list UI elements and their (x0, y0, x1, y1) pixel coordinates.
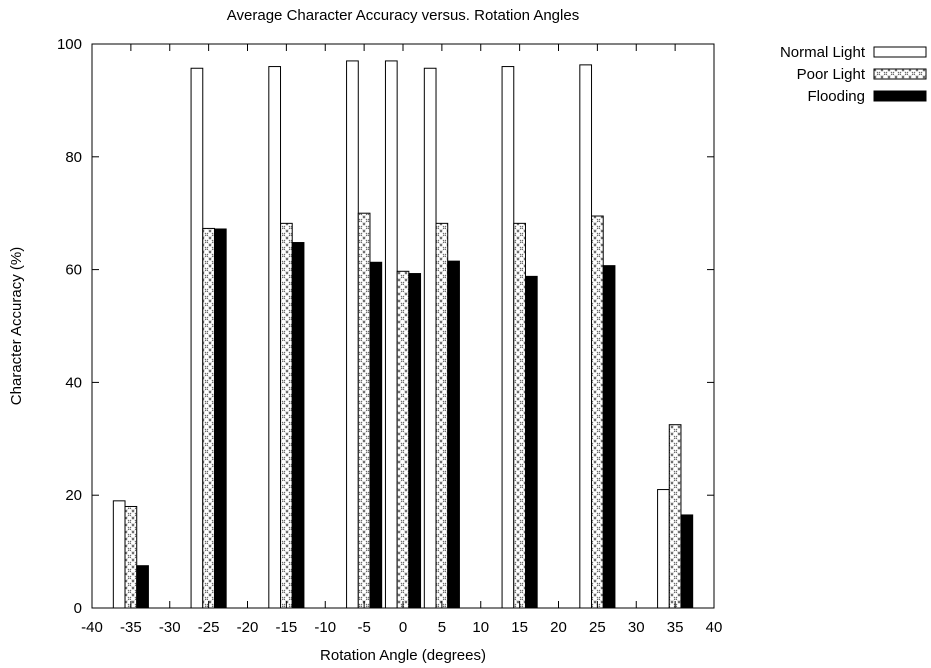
bar-normal-light--25 (190, 67, 204, 609)
bar-normal-light-25 (579, 64, 593, 609)
x-tick-label: 25 (589, 619, 606, 636)
x-tick-label: 15 (511, 619, 528, 636)
bar-flooding--15 (291, 242, 305, 609)
bar-poor-light--5 (357, 212, 371, 609)
x-tick-label: -30 (159, 619, 181, 636)
ticks-group: -40 -35 -30 -25 -20 -15 -10 -5 0 5 10 15 20 25 30 35 40 0… (57, 36, 722, 636)
bar-flooding-0 (408, 273, 422, 609)
y-tick-label: 80 (65, 149, 82, 166)
bar-flooding--5 (369, 261, 383, 609)
x-tick-label: 35 (667, 619, 684, 636)
x-tick-label: 5 (438, 619, 446, 636)
bar-normal-light-35 (657, 489, 670, 609)
bar-flooding--35 (136, 565, 149, 609)
x-tick-label: -40 (81, 619, 103, 636)
bar-poor-light--25 (202, 227, 215, 609)
x-tick-label: -10 (314, 619, 336, 636)
x-tick-label: -25 (198, 619, 220, 636)
bars-group (112, 60, 694, 609)
x-axis-title: Rotation Angle (degrees) (320, 647, 486, 664)
plot-frame (91, 43, 715, 609)
legend-swatch-poor-light (873, 68, 927, 80)
y-tick-label: 100 (57, 36, 82, 53)
x-tick-label: 20 (550, 619, 567, 636)
bar-flooding-35 (680, 514, 694, 609)
bar-normal-light-0 (384, 60, 398, 609)
y-tick-label: 20 (65, 487, 82, 504)
x-tick-label: -15 (276, 619, 298, 636)
x-tick-label: 40 (706, 619, 723, 636)
y-tick-label: 0 (74, 600, 82, 617)
legend-label-normal-light: Normal Light (780, 44, 866, 61)
bar-normal-light-5 (423, 67, 437, 609)
bar-flooding-15 (524, 275, 538, 609)
bar-poor-light-0 (396, 270, 410, 609)
chart-title: Average Character Accuracy versus. Rotat… (227, 7, 579, 24)
bar-poor-light--15 (280, 222, 293, 609)
x-tick-label: 0 (399, 619, 407, 636)
bar-flooding--25 (213, 228, 227, 609)
bar-poor-light-15 (513, 222, 526, 609)
bar-poor-light--35 (124, 505, 138, 609)
y-axis-title: Character Accuracy (%) (8, 247, 25, 405)
x-tick-label: -20 (237, 619, 259, 636)
x-tick-label: -35 (120, 619, 142, 636)
bar-flooding-25 (602, 265, 616, 609)
x-tick-label: 10 (472, 619, 489, 636)
legend-swatch-flooding (873, 90, 927, 102)
bar-poor-light-25 (591, 215, 604, 609)
x-tick-label: -5 (357, 619, 370, 636)
bar-poor-light-35 (668, 424, 682, 609)
y-tick-label: 60 (65, 262, 82, 279)
x-tick-label: 30 (628, 619, 645, 636)
y-tick-label: 40 (65, 374, 82, 391)
bar-normal-light--15 (268, 66, 282, 609)
bar-normal-light-15 (501, 66, 515, 609)
legend-label-flooding: Flooding (807, 88, 865, 105)
legend-swatch-normal-light (873, 46, 927, 58)
bar-poor-light-5 (435, 222, 449, 609)
bar-flooding-5 (447, 260, 460, 609)
legend: Normal Light Poor Light Flooding (780, 44, 927, 105)
legend-label-poor-light: Poor Light (797, 66, 866, 83)
bar-normal-light--5 (346, 60, 359, 609)
bar-normal-light--35 (112, 500, 126, 609)
